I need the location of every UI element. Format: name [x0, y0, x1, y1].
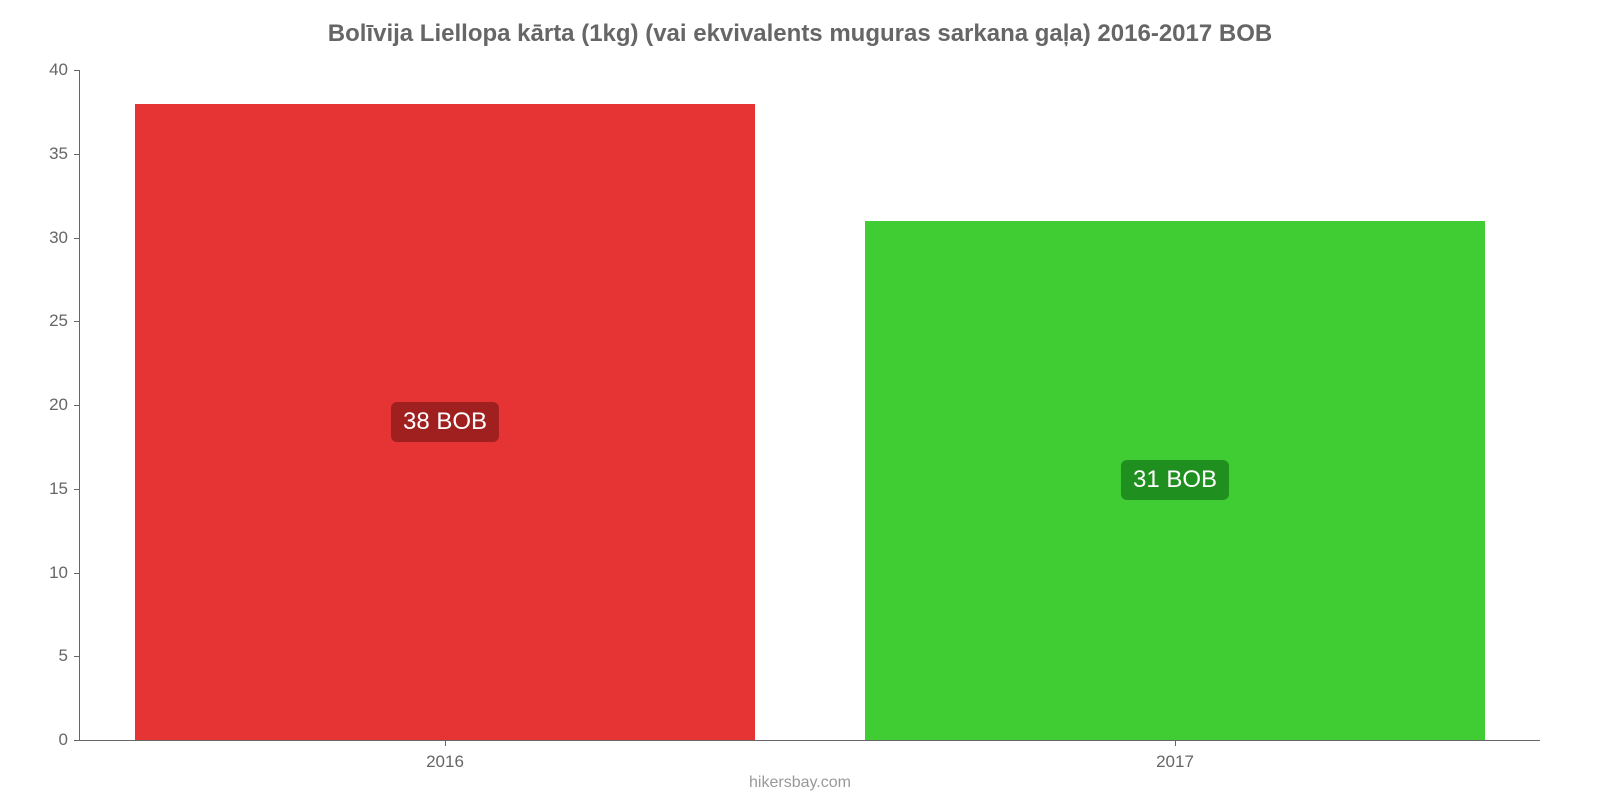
- y-tick-label: 20: [49, 395, 80, 415]
- y-tick-label: 15: [49, 479, 80, 499]
- y-tick-label: 10: [49, 563, 80, 583]
- plot-area: 0510152025303540201638 BOB201731 BOB: [80, 70, 1540, 740]
- y-tick-label: 40: [49, 60, 80, 80]
- x-axis: [80, 740, 1540, 741]
- x-tick-label: 2016: [426, 740, 464, 772]
- y-tick-label: 5: [59, 646, 80, 666]
- value-badge: 38 BOB: [391, 402, 499, 442]
- y-tick-label: 0: [59, 730, 80, 750]
- value-badge: 31 BOB: [1121, 460, 1229, 500]
- chart-title: Bolīvija Liellopa kārta (1kg) (vai ekviv…: [0, 20, 1600, 48]
- y-tick-label: 25: [49, 311, 80, 331]
- x-tick-label: 2017: [1156, 740, 1194, 772]
- attribution-text: hikersbay.com: [0, 774, 1600, 792]
- chart-container: Bolīvija Liellopa kārta (1kg) (vai ekviv…: [0, 0, 1600, 800]
- y-tick-label: 35: [49, 144, 80, 164]
- y-tick-label: 30: [49, 228, 80, 248]
